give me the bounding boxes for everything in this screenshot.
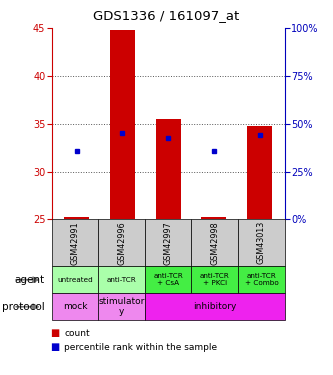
Text: mock: mock <box>63 302 87 311</box>
Bar <box>156 119 181 219</box>
Text: GSM42996: GSM42996 <box>117 221 126 265</box>
Text: GSM42997: GSM42997 <box>164 221 173 265</box>
Text: GSM42991: GSM42991 <box>70 221 80 265</box>
Text: anti-TCR: anti-TCR <box>107 277 137 283</box>
Text: ■: ■ <box>50 342 59 352</box>
Bar <box>201 216 226 219</box>
Text: agent: agent <box>15 275 45 285</box>
Bar <box>247 126 272 219</box>
Text: inhibitory: inhibitory <box>193 302 236 311</box>
Bar <box>64 216 89 219</box>
Text: GDS1336 / 161097_at: GDS1336 / 161097_at <box>93 9 240 22</box>
Text: ■: ■ <box>50 328 59 338</box>
Text: GSM42998: GSM42998 <box>210 221 219 265</box>
Text: protocol: protocol <box>2 302 45 312</box>
Bar <box>110 30 135 219</box>
Text: count: count <box>64 329 90 338</box>
Text: stimulator
y: stimulator y <box>98 297 145 316</box>
Text: anti-TCR
+ Combo: anti-TCR + Combo <box>244 273 278 286</box>
Text: anti-TCR
+ CsA: anti-TCR + CsA <box>153 273 183 286</box>
Text: GSM43013: GSM43013 <box>257 221 266 264</box>
Text: anti-TCR
+ PKCi: anti-TCR + PKCi <box>200 273 230 286</box>
Text: untreated: untreated <box>57 277 93 283</box>
Text: percentile rank within the sample: percentile rank within the sample <box>64 343 217 352</box>
